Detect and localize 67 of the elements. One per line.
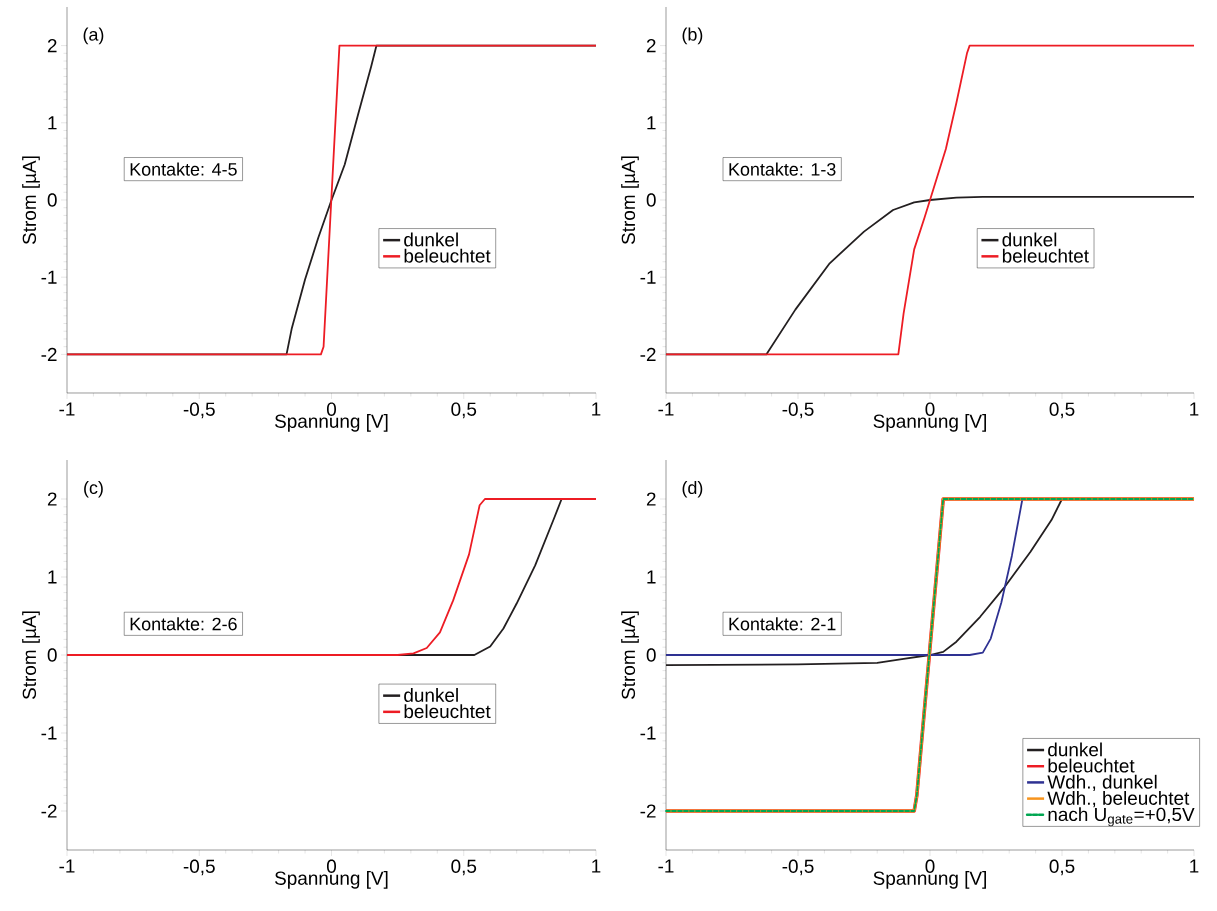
x-tick-label: 1 [592,859,601,873]
x-tick-label: 1 [1190,859,1199,873]
y-axis-title: Strom [µA] [22,156,40,245]
y-tick-label: 0 [47,193,57,207]
annotation: Kontakte: 2-6 [130,617,237,631]
y-tick-label: 2 [646,38,656,53]
legend-label: dunkel [1048,742,1102,757]
x-tick-label: 0 [925,402,935,416]
y-tick-label: -1 [640,726,656,740]
legend-label: nach U$_{gate}$=+0,5V [1048,807,1195,827]
x-tick-label: -0,5 [782,859,814,876]
annotation: (c) [84,480,103,498]
y-tick-label: 2 [47,492,57,506]
x-tick-label: -0,5 [183,859,215,876]
x-tick-label: -1 [658,402,674,416]
x-tick-label: -0,5 [782,402,814,419]
x-axis-title: Spannung [V] [873,413,986,432]
y-tick-label: -1 [640,270,656,284]
x-tick-label: 1 [592,402,601,416]
annotation: (a) [83,27,104,45]
x-tick-label: 1 [1190,402,1199,416]
y-tick-label: 0 [646,648,656,662]
legend-label: beleuchtet [404,248,491,263]
annotation: Kontakte: 1-3 [729,162,836,176]
x-tick-label: 0 [326,859,337,873]
legend-label: dunkel [1002,232,1057,247]
y-tick-label: -2 [41,347,57,361]
y-tick-label: -2 [640,804,656,818]
annotation: (b) [682,27,703,45]
annotation: Kontakte: 4-5 [130,162,237,176]
x-tick-label: -1 [59,402,75,416]
y-axis-title: Strom [µA] [22,611,40,700]
legend-label: dunkel [404,232,458,247]
annotation: (d) [682,480,703,498]
legend-label: beleuchtet [404,704,491,719]
x-axis-title: Spannung [V] [275,413,388,432]
y-tick-label: 2 [646,492,656,506]
annotation: Kontakte: 2-1 [729,617,836,631]
x-tick-label: 0,5 [451,402,477,419]
legend-label: Wdh., dunkel [1047,774,1157,791]
x-tick-label: 0,5 [1049,859,1075,876]
legend-label: beleuchtet [1002,248,1089,263]
y-tick-label: 1 [48,116,57,130]
y-tick-label: -1 [41,726,57,740]
x-tick-label: 0,5 [451,859,477,876]
y-tick-label: -2 [41,804,57,818]
y-tick-label: 0 [646,193,656,207]
x-tick-label: 0,5 [1049,402,1075,419]
legend-label: beleuchtet [1048,758,1135,773]
y-tick-label: 1 [647,570,656,584]
x-tick-label: -1 [658,859,674,873]
y-axis-title: Strom [µA] [621,156,639,245]
y-tick-label: 1 [48,570,57,584]
y-tick-label: -1 [41,270,57,284]
x-axis-title: Spannung [V] [275,871,388,889]
legend-label: Wdh., beleuchtet [1047,791,1190,808]
y-tick-label: 0 [47,648,57,662]
x-tick-label: 0 [925,859,935,873]
x-tick-label: -0,5 [183,402,215,419]
x-tick-label: -1 [59,859,75,873]
x-axis-title: Spannung [V] [873,871,986,889]
y-tick-label: -2 [640,347,656,361]
y-axis-title: Strom [µA] [621,611,639,700]
y-tick-label: 2 [47,38,57,53]
x-tick-label: 0 [326,402,337,416]
legend-label: dunkel [404,688,458,702]
y-tick-label: 1 [647,116,656,130]
